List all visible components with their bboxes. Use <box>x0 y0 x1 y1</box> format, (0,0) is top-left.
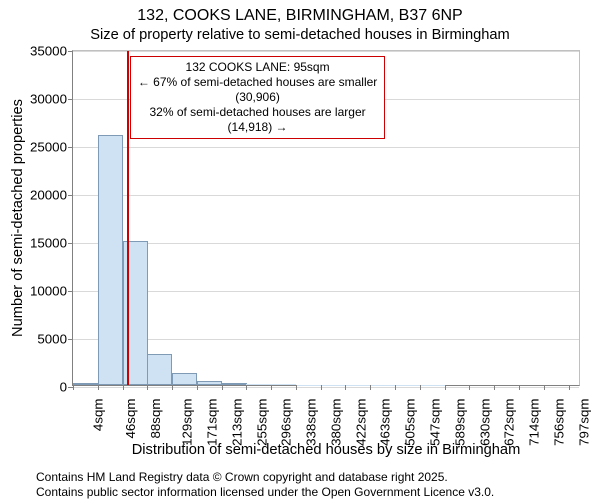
xtick-label: 213sqm <box>229 399 244 446</box>
xtick-label: 672sqm <box>502 399 517 446</box>
ytick-label: 5000 <box>37 332 73 347</box>
histogram-bar <box>197 381 222 385</box>
xtick-label: 171sqm <box>205 399 220 446</box>
y-axis-title: Number of semi-detached properties <box>10 98 26 338</box>
histogram-bar <box>246 384 271 385</box>
xtick-mark <box>469 385 470 390</box>
xtick-mark <box>494 385 495 390</box>
annotation-line: ← 67% of semi-detached houses are smalle… <box>137 75 378 105</box>
annotation-line: 132 COOKS LANE: 95sqm <box>137 60 378 75</box>
chart-footer: Contains HM Land Registry data © Crown c… <box>36 470 494 500</box>
histogram-bar <box>73 383 98 385</box>
ytick-label: 35000 <box>30 44 73 59</box>
gridline <box>73 339 579 340</box>
xtick-mark <box>246 385 247 390</box>
xtick-label: 380sqm <box>329 399 344 446</box>
xtick-mark <box>222 385 223 390</box>
xtick-mark <box>569 385 570 390</box>
ytick-label: 0 <box>60 380 73 395</box>
xtick-label: 88sqm <box>148 399 163 439</box>
gridline <box>73 243 579 244</box>
xtick-mark <box>544 385 545 390</box>
xtick-label: 422sqm <box>353 399 368 446</box>
chart-title: 132, COOKS LANE, BIRMINGHAM, B37 6NP <box>0 6 600 26</box>
xtick-label: 797sqm <box>576 399 591 446</box>
xtick-label: 338sqm <box>304 399 319 446</box>
ytick-label: 10000 <box>30 284 73 299</box>
ytick-label: 20000 <box>30 188 73 203</box>
xtick-label: 296sqm <box>279 399 294 446</box>
gridline <box>73 147 579 148</box>
xtick-mark <box>321 385 322 390</box>
gridline <box>73 51 579 52</box>
histogram-bar <box>98 135 123 385</box>
annotation-line: 32% of semi-detached houses are larger (… <box>137 105 378 135</box>
ytick-label: 25000 <box>30 140 73 155</box>
xtick-mark <box>271 385 272 390</box>
gridline <box>73 291 579 292</box>
x-axis-title: Distribution of semi-detached houses by … <box>72 442 580 458</box>
xtick-mark <box>98 385 99 390</box>
ytick-label: 30000 <box>30 92 73 107</box>
xtick-mark <box>197 385 198 390</box>
chart-subtitle: Size of property relative to semi-detach… <box>0 26 600 44</box>
xtick-label: 714sqm <box>527 399 542 446</box>
xtick-label: 255sqm <box>254 399 269 446</box>
xtick-label: 756sqm <box>552 399 567 446</box>
xtick-mark <box>370 385 371 390</box>
gridline <box>73 387 579 388</box>
xtick-mark <box>73 385 74 390</box>
histogram-bar <box>271 384 296 385</box>
histogram-bar <box>172 373 197 385</box>
chart-titles: 132, COOKS LANE, BIRMINGHAM, B37 6NP Siz… <box>0 0 600 44</box>
xtick-mark <box>345 385 346 390</box>
xtick-mark <box>123 385 124 390</box>
xtick-label: 129sqm <box>180 399 195 446</box>
histogram-bar <box>147 354 172 385</box>
xtick-label: 46sqm <box>123 399 138 439</box>
histogram-bar <box>222 383 247 385</box>
property-size-histogram: 132, COOKS LANE, BIRMINGHAM, B37 6NP Siz… <box>0 0 600 500</box>
xtick-label: 463sqm <box>378 399 393 446</box>
annotation-box: 132 COOKS LANE: 95sqm← 67% of semi-detac… <box>130 56 385 139</box>
gridline <box>73 195 579 196</box>
xtick-label: 589sqm <box>453 399 468 446</box>
xtick-label: 630sqm <box>477 399 492 446</box>
xtick-mark <box>445 385 446 390</box>
xtick-label: 547sqm <box>428 399 443 446</box>
xtick-mark <box>420 385 421 390</box>
xtick-mark <box>296 385 297 390</box>
xtick-mark <box>519 385 520 390</box>
xtick-mark <box>395 385 396 390</box>
footer-line: Contains public sector information licen… <box>36 485 494 500</box>
xtick-label: 505sqm <box>403 399 418 446</box>
reference-marker <box>127 51 129 385</box>
ytick-label: 15000 <box>30 236 73 251</box>
footer-line: Contains HM Land Registry data © Crown c… <box>36 470 494 485</box>
plot-area: 050001000015000200002500030000350004sqm4… <box>72 50 580 386</box>
xtick-mark <box>172 385 173 390</box>
xtick-mark <box>147 385 148 390</box>
xtick-label: 4sqm <box>91 399 106 432</box>
